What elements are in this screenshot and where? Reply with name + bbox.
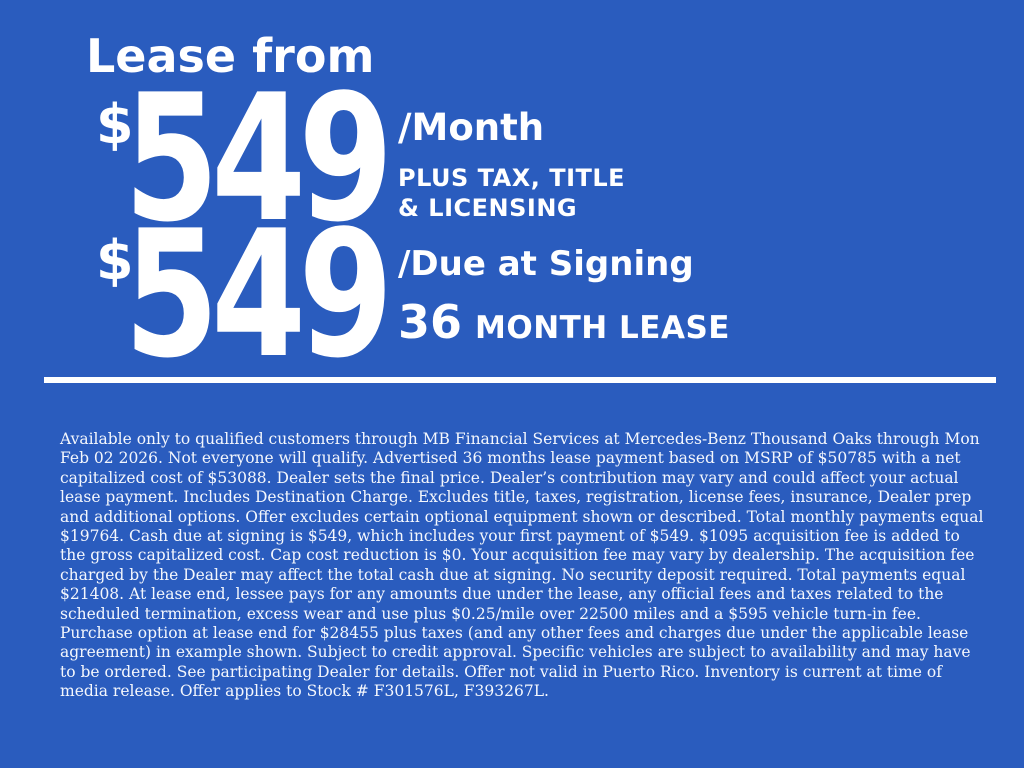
due-at-signing-details: /Due at Signing 36 MONTH LEASE xyxy=(398,244,730,345)
monthly-currency-symbol: $ xyxy=(96,93,134,156)
due-at-signing-amount: 549 xyxy=(124,194,393,397)
monthly-details: /Month PLUS TAX, TITLE & LICENSING xyxy=(398,106,626,223)
lease-term: 36 MONTH LEASE xyxy=(398,299,730,345)
monthly-unit-label: /Month xyxy=(398,106,545,149)
monthly-qualifier-line1: PLUS TAX, TITLE xyxy=(398,163,626,192)
due-at-signing-price: $ 549 xyxy=(96,208,459,383)
monthly-amount: 549 xyxy=(124,58,393,261)
headline: Lease from xyxy=(86,29,375,83)
signing-currency-symbol: $ xyxy=(96,229,134,292)
disclaimer-text: Available only to qualified customers th… xyxy=(60,430,984,701)
lease-term-months: 36 xyxy=(398,295,463,350)
lease-term-label: MONTH LEASE xyxy=(475,310,730,347)
monthly-price: $ 549 xyxy=(96,72,459,247)
due-at-signing-unit-label: /Due at Signing xyxy=(398,244,694,284)
monthly-qualifier-line2: & LICENSING xyxy=(398,193,578,222)
divider-rule xyxy=(44,377,996,383)
